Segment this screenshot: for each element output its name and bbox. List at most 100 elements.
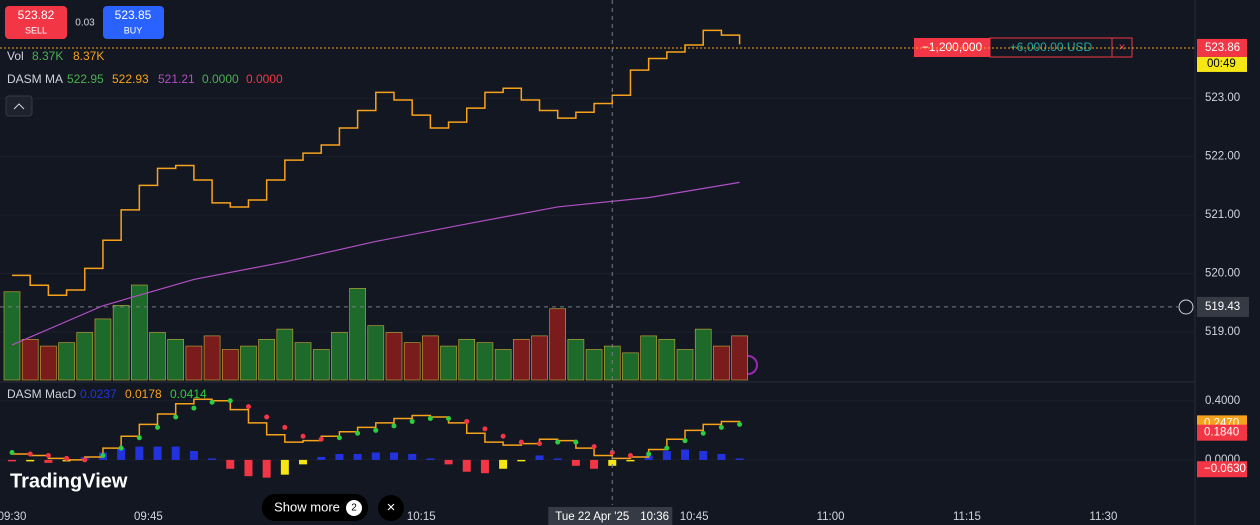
countdown-box [1197, 56, 1247, 72]
signal-dot [627, 452, 633, 458]
position-pnl: +6,000.00 USD [1010, 40, 1093, 54]
volume-bar [458, 338, 476, 381]
close-icon: × [1118, 40, 1125, 54]
volume-bar [731, 335, 748, 381]
x-tick-label: 10:15 [407, 511, 436, 523]
volume-bar [312, 349, 330, 381]
signal-dot [518, 439, 524, 445]
histogram-bar [408, 453, 417, 460]
volume-bar [203, 335, 221, 381]
sell-price: 523.82 [18, 8, 55, 22]
signal-dot [264, 414, 270, 420]
signal-dot [373, 427, 379, 433]
sell-button[interactable] [5, 6, 67, 39]
histogram-bar [8, 459, 16, 462]
buy-label: BUY [124, 25, 143, 35]
volume-bar [149, 332, 166, 381]
volume-bar [258, 338, 275, 381]
x-tick-label: 11:30 [1089, 511, 1117, 523]
collapse-icon [13, 103, 25, 110]
signal-dot [245, 404, 251, 410]
histogram-bar [135, 446, 144, 460]
volume-bar [331, 332, 348, 381]
signal-dot [155, 424, 161, 430]
histogram-bar [444, 459, 453, 465]
histogram-bar [553, 458, 562, 460]
volume-bar [40, 345, 57, 381]
volume-bar [676, 349, 694, 381]
collapse-button[interactable] [5, 95, 33, 117]
signal-dot [700, 430, 706, 436]
signal-dot [537, 441, 543, 447]
histogram-bar [571, 459, 580, 466]
volume-bar [622, 352, 639, 381]
x-tick-label: 09:30 [0, 511, 26, 523]
brand-logo: TradingView [10, 470, 128, 492]
vol-value: 8.37K [32, 49, 63, 63]
volume-bar [294, 342, 312, 381]
histogram-bar [717, 453, 726, 460]
buy-button[interactable] [103, 6, 164, 39]
current-price: 523.86 [1205, 42, 1240, 54]
ma-value: 521.21 [158, 72, 195, 86]
histogram-bar [317, 456, 326, 460]
signal-dot [573, 439, 579, 445]
volume-bar [94, 318, 112, 381]
histogram-bar [189, 451, 198, 460]
signal-dot [227, 398, 233, 404]
macd-last-label: 0.1840 [1204, 427, 1239, 439]
sell-label: SELL [25, 25, 47, 35]
histogram-bar [280, 459, 289, 475]
badge: 2 [351, 503, 357, 514]
show-more-button[interactable] [262, 494, 368, 521]
volume-bar [112, 305, 130, 381]
y-tick-label: 522.00 [1205, 151, 1240, 163]
histogram-bar [608, 459, 617, 466]
volume-bar [221, 349, 239, 381]
signal-dot [64, 455, 70, 461]
volume-bar [476, 342, 494, 381]
crosshair-price: 519.43 [1205, 301, 1240, 313]
histogram-bar [117, 448, 126, 460]
crosshair-time: 10:36 [640, 511, 669, 523]
volume-bar [422, 335, 439, 381]
y-tick-label: 520.00 [1205, 268, 1240, 280]
signal-dot [500, 433, 506, 439]
signal-dot [555, 439, 561, 445]
volume-bar [403, 342, 421, 381]
macd-last-box [1197, 461, 1247, 478]
volume-bar [440, 345, 457, 381]
signal-dot [82, 457, 88, 463]
signal-dot [446, 415, 452, 421]
dismiss-icon: × [387, 499, 396, 516]
y-tick-label: 521.00 [1205, 209, 1240, 221]
signal-dot [45, 452, 51, 458]
countdown: 00:49 [1207, 58, 1236, 70]
histogram-bar [44, 459, 53, 463]
add-icon[interactable] [1178, 299, 1194, 315]
ma-label: DASM MA [7, 72, 63, 86]
histogram-bar [699, 451, 708, 460]
ma-value: 0.0000 [202, 72, 239, 86]
histogram-bar [389, 452, 398, 460]
signal-dot [300, 433, 306, 439]
dismiss-button[interactable] [378, 495, 404, 521]
macd-line [12, 398, 741, 461]
histogram-bar [244, 459, 253, 477]
macd-label: DASM MacD [7, 387, 77, 401]
position-quantity: −1,200,000 [922, 40, 983, 54]
volume-bar [494, 349, 512, 381]
signal-dot [609, 450, 615, 456]
signal-dot [682, 438, 688, 444]
signal-dot [9, 450, 15, 456]
histogram-bar [171, 446, 180, 460]
volume-bar [185, 345, 203, 381]
volume-bar [567, 338, 585, 381]
macd-last-box [1197, 424, 1247, 441]
volume-bar [131, 284, 148, 381]
volume-bar [385, 332, 403, 381]
signal-dot [737, 421, 743, 427]
macd-value: 0.0237 [80, 387, 117, 401]
histogram-bar [626, 459, 635, 462]
